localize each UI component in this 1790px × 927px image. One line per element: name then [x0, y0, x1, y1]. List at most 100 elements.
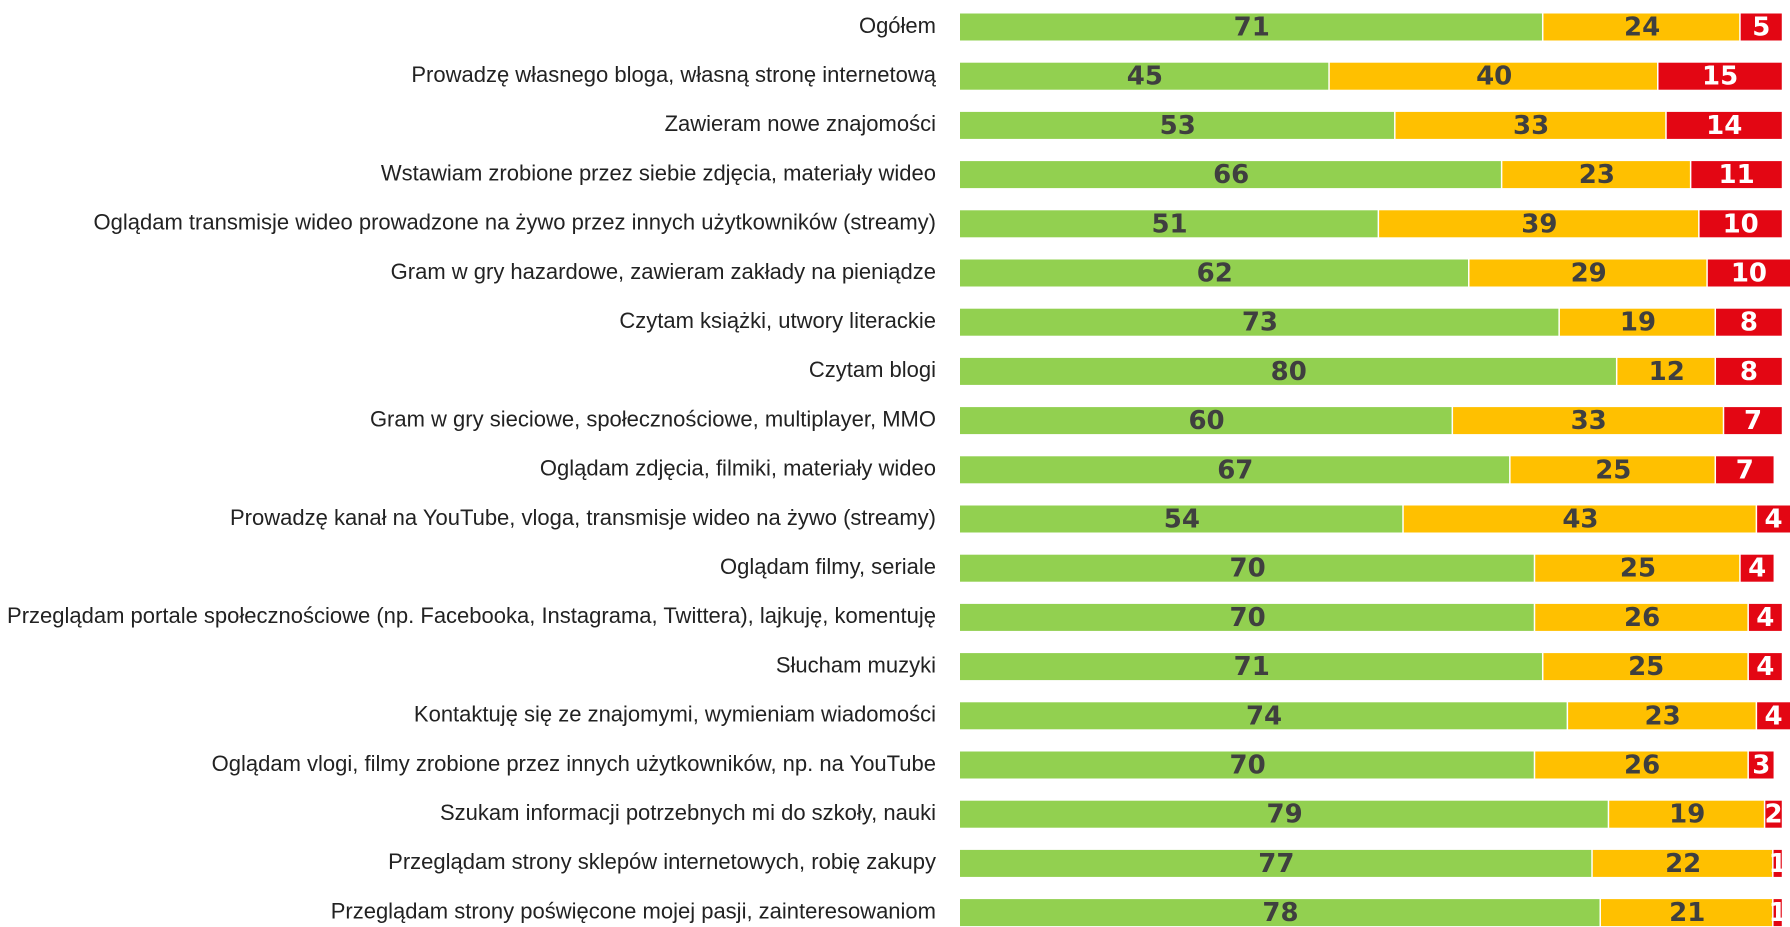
- bar-segment: [960, 800, 1608, 828]
- bar-segment: [1502, 161, 1690, 189]
- bar-segment: [960, 210, 1378, 238]
- bar-segment: [1559, 308, 1715, 336]
- value-label: 4: [1748, 554, 1766, 584]
- bar-segment: [1535, 751, 1748, 779]
- value-label: 60: [1188, 406, 1224, 436]
- category-label: Przeglądam strony sklepów internetowych,…: [388, 849, 936, 874]
- value-label: 2: [1765, 800, 1783, 830]
- value-label: 4: [1756, 603, 1774, 633]
- bar-segment: [1707, 259, 1790, 287]
- value-label: 7: [1744, 406, 1762, 436]
- value-label: 74: [1246, 701, 1282, 731]
- category-label: Oglądam filmy, seriale: [720, 554, 936, 579]
- value-label: 33: [1571, 406, 1607, 436]
- bar-segment: [960, 161, 1501, 189]
- value-label: 67: [1217, 455, 1253, 485]
- value-label: 4: [1765, 701, 1783, 731]
- category-label: Czytam książki, utwory literackie: [619, 308, 936, 333]
- value-label: 3: [1752, 751, 1770, 781]
- value-label: 71: [1234, 652, 1270, 682]
- bar-segment: [960, 653, 1542, 681]
- bar-segment: [1773, 899, 1782, 927]
- value-label: 54: [1164, 505, 1200, 535]
- bar-segment: [1716, 308, 1782, 336]
- category-label: Gram w gry hazardowe, zawieram zakłady n…: [391, 259, 936, 284]
- value-label: 70: [1230, 554, 1266, 584]
- category-label: Oglądam vlogi, filmy zrobione przez inny…: [212, 751, 936, 776]
- value-label: 1: [1769, 898, 1787, 927]
- bar-segment: [1757, 702, 1790, 730]
- category-label: Wstawiam zrobione przez siebie zdjęcia, …: [381, 160, 936, 185]
- value-label: 15: [1702, 62, 1738, 92]
- bar-segment: [1543, 653, 1748, 681]
- category-label: Oglądam transmisje wideo prowadzone na ż…: [94, 210, 936, 235]
- value-label: 4: [1756, 652, 1774, 682]
- value-label: 77: [1258, 849, 1294, 879]
- bar-segment: [960, 702, 1567, 730]
- value-label: 62: [1197, 259, 1233, 289]
- category-label: Oglądam zdjęcia, filmiki, materiały wide…: [540, 456, 936, 481]
- bar-segment: [1748, 653, 1782, 681]
- value-label: 12: [1649, 357, 1685, 387]
- value-label: 80: [1271, 357, 1307, 387]
- value-label: 25: [1595, 455, 1631, 485]
- bar-segment: [960, 505, 1403, 533]
- value-label: 78: [1262, 898, 1298, 927]
- bar-segment: [1666, 111, 1782, 139]
- bar-segment: [1748, 751, 1774, 779]
- bar-segment: [1395, 111, 1666, 139]
- bar-segment: [1699, 210, 1782, 238]
- value-label: 51: [1151, 209, 1187, 239]
- value-label: 14: [1706, 111, 1742, 141]
- bar-segment: [960, 899, 1600, 927]
- bar-segment: [1691, 161, 1782, 189]
- category-label: Zawieram nowe znajomości: [665, 111, 936, 136]
- bar-segment: [960, 259, 1469, 287]
- bar-segment: [1748, 603, 1782, 631]
- bar-segment: [1469, 259, 1707, 287]
- bar-segment: [1535, 603, 1748, 631]
- bar-segment: [960, 456, 1510, 484]
- bar-segment: [960, 308, 1559, 336]
- value-label: 22: [1665, 849, 1701, 879]
- value-label: 45: [1127, 62, 1163, 92]
- bar-segment: [960, 407, 1452, 435]
- value-label: 53: [1160, 111, 1196, 141]
- value-label: 23: [1579, 160, 1615, 190]
- category-label: Prowadzę własnego bloga, własną stronę i…: [411, 62, 936, 87]
- bar-segment: [960, 751, 1534, 779]
- bar-segment: [1740, 554, 1774, 582]
- value-label: 43: [1562, 505, 1598, 535]
- value-label: 23: [1645, 701, 1681, 731]
- bar-segment: [1609, 800, 1764, 828]
- bar-segment: [960, 849, 1592, 877]
- bar-segment: [1535, 554, 1740, 582]
- bar-segment: [1773, 849, 1782, 877]
- value-label: 33: [1513, 111, 1549, 141]
- category-label: Ogółem: [859, 13, 936, 38]
- bar-segment: [1765, 800, 1782, 828]
- category-label: Przeglądam strony poświęcone mojej pasji…: [331, 898, 936, 923]
- bar-segment: [960, 357, 1616, 385]
- bar-segment: [1510, 456, 1715, 484]
- value-label: 1: [1769, 849, 1787, 879]
- value-label: 39: [1521, 209, 1557, 239]
- bar-segment: [960, 62, 1329, 90]
- bar-segment: [1329, 62, 1658, 90]
- bar-segment: [1379, 210, 1699, 238]
- value-label: 70: [1230, 603, 1266, 633]
- bar-segment: [1568, 702, 1756, 730]
- category-label: Gram w gry sieciowe, społecznościowe, mu…: [370, 406, 936, 431]
- bar-segment: [1740, 13, 1782, 41]
- bar-segment: [1724, 407, 1782, 435]
- value-label: 40: [1476, 62, 1512, 92]
- bar-segment: [960, 13, 1542, 41]
- bar-segment: [1600, 899, 1773, 927]
- category-label: Przeglądam portale społecznościowe (np. …: [7, 603, 936, 628]
- category-label: Czytam blogi: [809, 357, 936, 382]
- value-label: 19: [1669, 800, 1705, 830]
- value-label: 79: [1267, 800, 1303, 830]
- value-label: 4: [1765, 505, 1783, 535]
- value-label: 71: [1234, 13, 1270, 43]
